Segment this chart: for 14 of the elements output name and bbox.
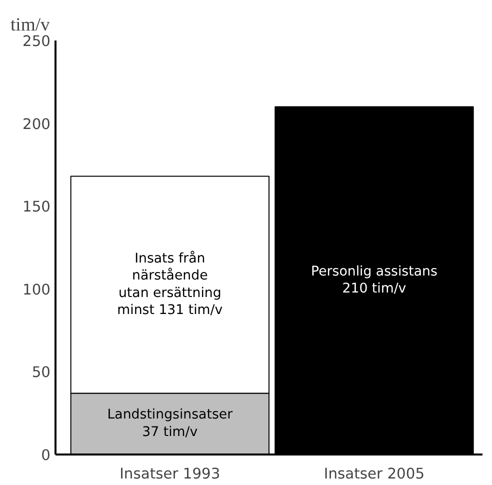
series-label: Landstingsinsatser (107, 408, 234, 423)
y-tick-label: 250 (22, 33, 51, 50)
data-label: 37 tim/v (142, 424, 198, 440)
y-tick-label: 0 (41, 447, 51, 464)
x-tick-label: Insatser 1993 (120, 466, 220, 482)
x-tick-label: Insatser 2005 (324, 466, 425, 482)
data-label: minst 131 tim/v (117, 303, 223, 318)
y-tick-label: 200 (22, 116, 51, 133)
series-label: Personlig assistans (311, 264, 438, 280)
y-axis-title: tim/v (10, 14, 51, 36)
y-tick-label: 150 (22, 198, 51, 216)
data-label: 210 tim/v (342, 282, 406, 297)
y-tick-label: 50 (32, 364, 51, 382)
y-tick-label: 100 (22, 281, 51, 298)
